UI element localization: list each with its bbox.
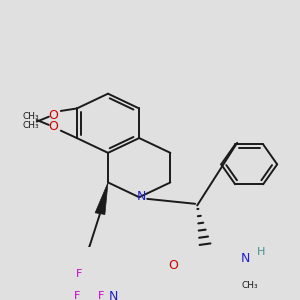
Text: F: F [98,291,104,300]
Text: CH₃: CH₃ [242,281,259,290]
Text: H: H [257,247,266,257]
Text: O: O [48,110,58,122]
Text: O: O [48,120,58,133]
Polygon shape [95,182,108,214]
Text: N: N [136,190,146,203]
Text: N: N [108,290,118,300]
Text: F: F [74,291,80,300]
Text: O: O [168,259,178,272]
Text: N: N [241,252,250,266]
Text: CH₃: CH₃ [22,121,39,130]
Text: CH₃: CH₃ [22,112,39,121]
Text: F: F [76,269,82,280]
